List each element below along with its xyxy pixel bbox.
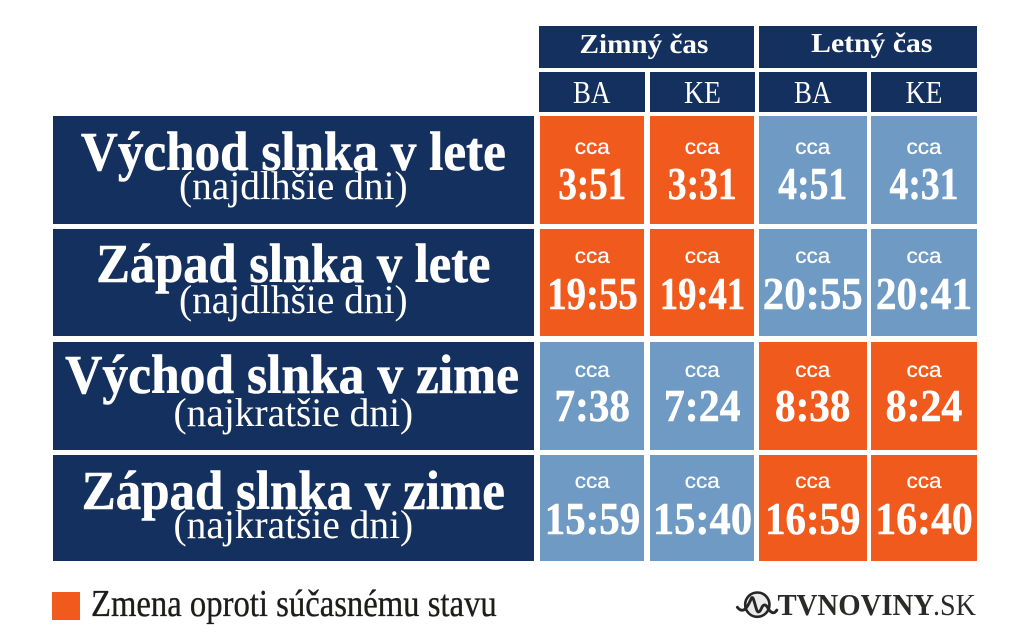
svg-text:TVNOVINY: TVNOVINY (778, 588, 935, 622)
svg-text:.SK: .SK (933, 589, 976, 623)
